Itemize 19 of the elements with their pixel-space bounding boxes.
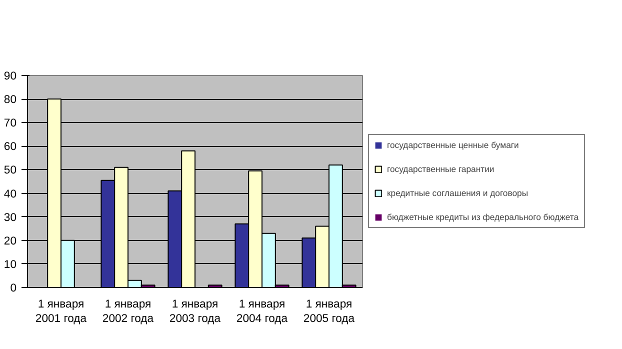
y-tick-label: 70 bbox=[4, 118, 17, 130]
legend-label: государственные ценные бумаги bbox=[387, 140, 519, 150]
x-tick-label: 1 января 2001 года bbox=[35, 298, 88, 325]
x-tick-label: 1 января 2002 года bbox=[102, 298, 154, 325]
x-tick-label: 1 января 2004 года bbox=[236, 298, 288, 325]
legend-label: государственные гарантии bbox=[387, 164, 494, 174]
y-tick-label: 60 bbox=[4, 141, 17, 154]
legend-label: кредитные соглашения и договоры bbox=[387, 188, 528, 198]
x-tick-label: 1 января 2003 года bbox=[169, 298, 222, 325]
y-tick-label: 80 bbox=[4, 94, 17, 106]
y-tick-label: 40 bbox=[4, 188, 17, 200]
y-tick-label: 0 bbox=[10, 282, 17, 294]
y-tick-label: 50 bbox=[4, 164, 17, 177]
legend-label: бюджетные кредиты из федерального бюджета bbox=[387, 212, 579, 222]
y-tick-label: 90 bbox=[4, 70, 17, 82]
y-tick-label: 30 bbox=[4, 212, 17, 224]
x-tick-label: 1 января 2005 года bbox=[303, 298, 356, 325]
y-tick-label: 20 bbox=[4, 235, 17, 248]
y-tick-label: 10 bbox=[4, 258, 17, 271]
